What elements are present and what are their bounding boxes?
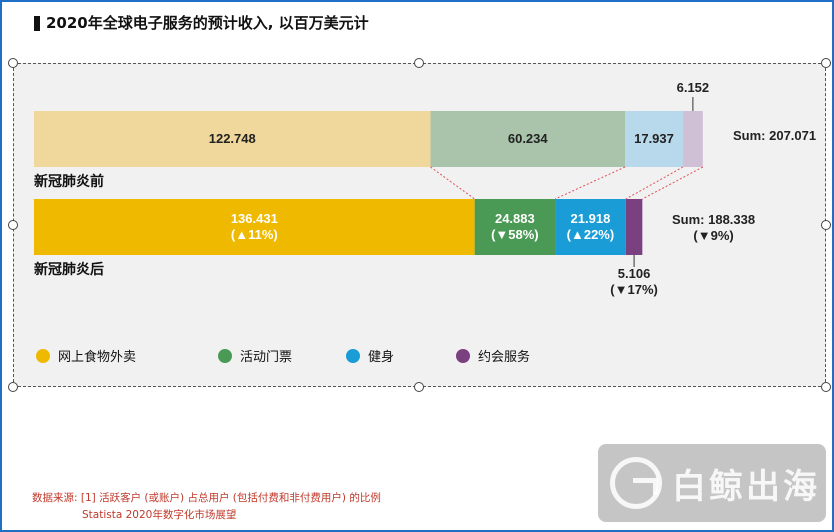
value-label-fitness-before: 17.937	[625, 131, 683, 147]
value-text-events-before: 60.234	[507, 131, 548, 146]
change-text-fitness-after: (▲22%)	[566, 227, 615, 242]
connector-line-3	[625, 166, 684, 200]
legend-item-food: 网上食物外卖	[36, 346, 136, 365]
value-label-fitness-after: 21.918 (▲22%)	[555, 211, 626, 243]
value-text-fitness-before: 17.937	[634, 131, 674, 146]
resize-handle-top-right[interactable]	[821, 58, 831, 68]
resize-handle-middle-right[interactable]	[821, 220, 831, 230]
value-text-fitness-after: 21.918	[570, 211, 611, 226]
legend-swatch-food	[36, 348, 50, 363]
connector-line-1	[430, 166, 475, 200]
resize-handle-bottom-right[interactable]	[821, 382, 831, 392]
bar-events-after	[474, 199, 556, 255]
legend-item-events: 活动门票	[218, 346, 292, 365]
resize-handle-bottom-left[interactable]	[8, 382, 18, 392]
change-text-events-after: (▼58%)	[491, 227, 539, 242]
bar-dating-after	[625, 199, 643, 255]
title-marker	[34, 16, 40, 31]
resize-handle-top-left[interactable]	[8, 58, 18, 68]
value-label-events-before: 60.234	[430, 131, 625, 147]
legend-item-fitness: 健身	[346, 346, 394, 365]
value-text-food-before: 122.748	[208, 131, 256, 146]
legend-item-dating: 约会服务	[456, 346, 530, 365]
watermark: 白鲸出海	[598, 444, 826, 522]
category-label-before: 新冠肺炎前	[34, 174, 104, 190]
connector-line-2	[554, 166, 626, 200]
value-label-dating-after: 5.106 (▼17%)	[594, 266, 674, 298]
source-line-1: 数据来源: [1] 活跃客户 (或账户) 占总用户 (包括付费和非付费用户) 的…	[32, 492, 381, 504]
sum-change-after: (▼9%)	[693, 228, 734, 243]
change-text-dating-after: (▼17%)	[610, 282, 658, 297]
connector-line-4	[642, 166, 704, 200]
watermark-logo-icon	[610, 457, 662, 509]
value-label-dating-before: 6.152	[663, 80, 723, 96]
source-note: 数据来源: [1] 活跃客户 (或账户) 占总用户 (包括付费和非付费用户) 的…	[32, 490, 381, 524]
value-label-food-before: 122.748	[34, 131, 430, 147]
legend-swatch-events	[218, 348, 232, 363]
bar-dating-before	[682, 111, 703, 167]
value-text-events-after: 24.883	[494, 211, 535, 226]
bar-food-before	[34, 111, 431, 167]
value-text-dating-after: 5.106	[617, 266, 651, 281]
bar-food-after	[34, 199, 475, 255]
chart-title: 2020年全球电子服务的预计收入, 以百万美元计	[46, 14, 369, 32]
value-label-events-after: 24.883 (▼58%)	[475, 211, 555, 243]
change-text-food-after: (▲11%)	[230, 227, 278, 242]
bar-events-before	[430, 111, 626, 167]
watermark-text: 白鲸出海	[672, 466, 820, 507]
sum-label-before: Sum: 207.071	[733, 128, 817, 143]
resize-handle-bottom-center[interactable]	[414, 382, 424, 392]
source-line-2: Statista 2020年数字化市场展望	[82, 509, 237, 521]
resize-handle-top-center[interactable]	[414, 58, 424, 68]
legend-swatch-dating	[456, 348, 470, 363]
sum-label-after: Sum: 188.338 (▼9%)	[672, 212, 756, 243]
value-text-food-after: 136.431	[230, 211, 278, 226]
category-label-after: 新冠肺炎后	[34, 262, 104, 278]
value-text-dating-before: 6.152	[676, 80, 710, 95]
bar-fitness-after	[555, 199, 626, 255]
bar-fitness-before	[625, 111, 683, 167]
legend-swatch-fitness	[346, 348, 360, 363]
resize-handle-middle-left[interactable]	[8, 220, 18, 230]
value-label-food-after: 136.431 (▲11%)	[34, 211, 475, 243]
